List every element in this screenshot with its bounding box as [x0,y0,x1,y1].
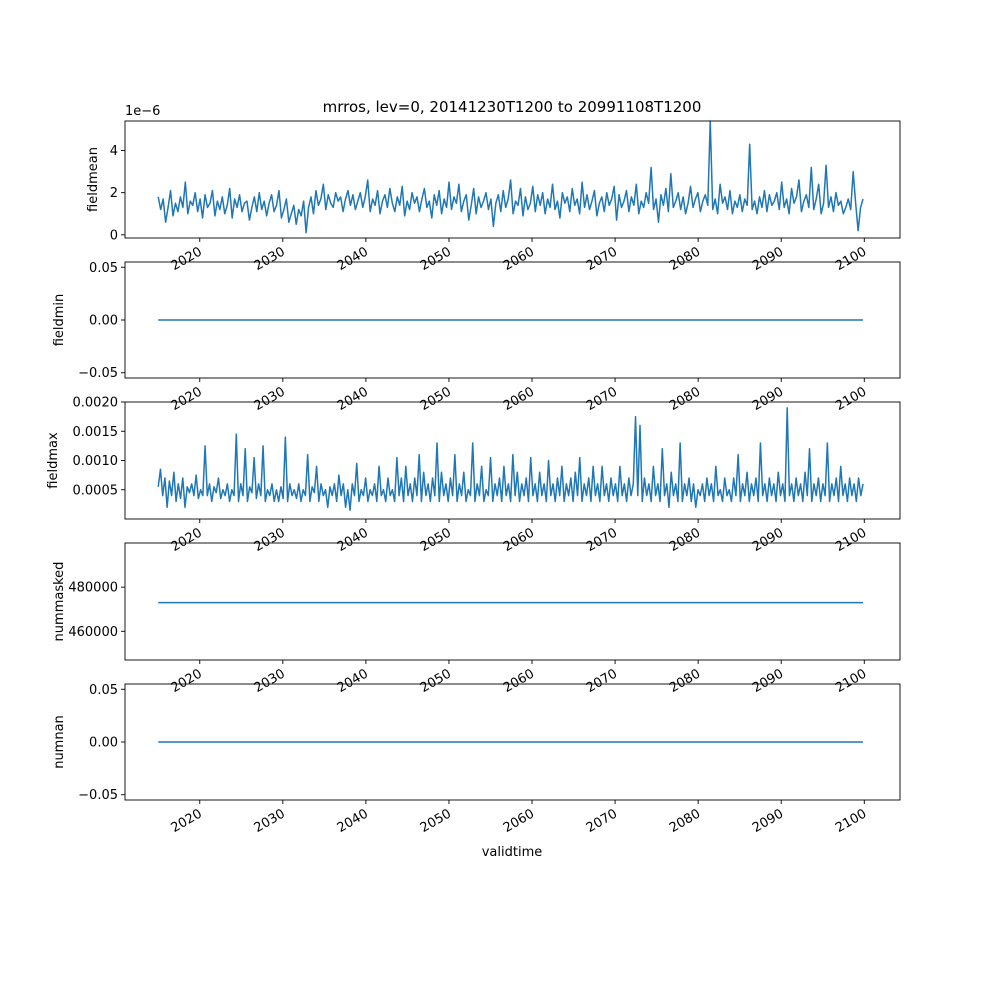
y-tick-label: 0.05 [89,683,118,698]
y-tick-label: 0.0005 [73,483,119,498]
y-tick-label: 0.0015 [73,425,119,440]
y-tick-label: −0.05 [78,366,118,381]
y-tick-label: 480000 [68,581,118,596]
y-axis-label: numnan [52,715,67,769]
y-tick-label: 0.00 [89,736,118,751]
plot-frame [124,542,901,661]
y-tick-label: 460000 [68,625,118,640]
y-tick-label: 4 [110,144,118,159]
y-axis-label: fieldmin [52,294,67,347]
y-tick-label: −0.05 [78,788,118,803]
plot-frame [124,120,901,239]
y-tick-label: 0.00 [89,314,118,329]
series-line-fieldmean [157,120,864,234]
y-tick-label: 0.0010 [73,454,119,469]
y-axis-label: nummasked [52,562,67,642]
y-axis-label: fieldmean [86,147,101,212]
figure-title: mrros, lev=0, 20141230T1200 to 20991108T… [323,98,702,116]
y-tick-label: 2 [110,186,118,201]
y-axis-label: fieldmax [46,432,61,489]
y-offset-text: 1e−6 [125,104,160,119]
y-tick-label: 0.05 [89,261,118,276]
y-tick-label: 0 [110,228,118,243]
x-axis-label: validtime [482,845,543,860]
y-tick-label: 0.0020 [73,396,119,411]
series-line-fieldmax [157,407,864,511]
